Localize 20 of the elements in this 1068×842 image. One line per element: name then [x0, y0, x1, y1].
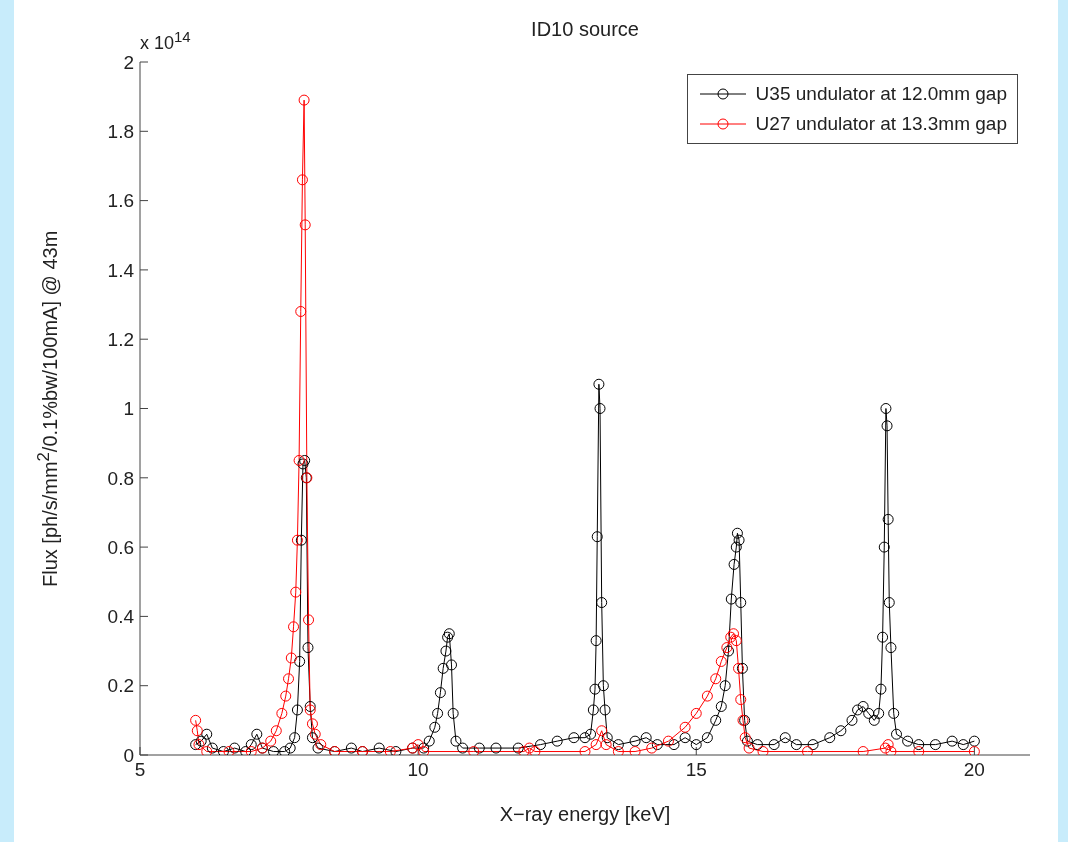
- x-tick-label: 5: [134, 759, 146, 781]
- y-tick-label: 2: [123, 51, 134, 73]
- legend-label: U27 undulator at 13.3mm gap: [755, 113, 1007, 135]
- y-tick-label: 0: [123, 744, 134, 766]
- y-tick-label: 1.6: [107, 190, 134, 212]
- x-tick-label: 10: [407, 759, 429, 781]
- y-tick-label: 1: [123, 398, 134, 420]
- y-tick-label: 0.4: [107, 606, 135, 628]
- y-tick-label: 0.2: [107, 675, 134, 697]
- chart-title: ID10 source: [531, 18, 639, 40]
- y-tick-label: 0.6: [107, 536, 134, 558]
- y-tick-label: 1.4: [107, 259, 135, 281]
- x-tick-label: 15: [685, 759, 707, 781]
- x-axis-title: X−ray energy [keV]: [498, 803, 672, 826]
- y-tick-label: 1.2: [107, 328, 134, 350]
- legend-label: U35 undulator at 12.0mm gap: [755, 83, 1007, 105]
- x-tick-label: 20: [963, 759, 985, 781]
- y-tick-label: 1.8: [107, 121, 134, 143]
- y-tick-label: 0.8: [107, 467, 134, 489]
- text: x 10$^{14}$: [140, 28, 191, 54]
